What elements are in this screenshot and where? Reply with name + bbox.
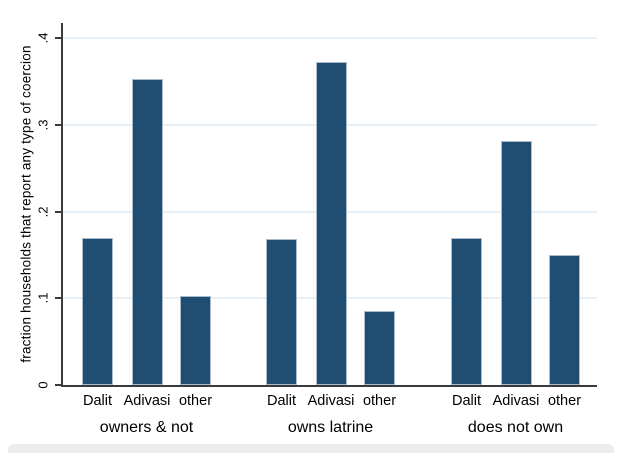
category-label: other <box>362 393 397 409</box>
y-tick-label: .4 <box>35 32 51 44</box>
bar-group1-adivasi <box>131 79 163 385</box>
bar-group2-dalit <box>266 239 297 385</box>
category-label: Dalit <box>82 393 113 409</box>
bar-group3-dalit <box>451 238 482 385</box>
category-label: Adivasi <box>492 393 540 409</box>
group-label: does not own <box>467 419 564 436</box>
y-tick-mark <box>55 123 63 126</box>
category-label: other <box>547 393 582 409</box>
y-tick-mark <box>55 384 63 386</box>
bottom-edge-strip <box>8 444 614 453</box>
bar-group3-adivasi <box>500 141 532 385</box>
bar-group2-other <box>364 311 395 385</box>
y-tick-mark <box>55 37 63 40</box>
category-label: Adivasi <box>123 393 171 409</box>
category-label: other <box>178 393 213 409</box>
group-label: owners & not <box>99 419 194 436</box>
category-label: Adivasi <box>307 393 355 409</box>
category-label: Dalit <box>266 393 297 409</box>
y-tick-mark <box>55 297 63 300</box>
bar-group1-other <box>180 296 211 385</box>
y-gridline <box>63 37 597 40</box>
bar-group1-dalit <box>82 238 113 385</box>
bar-group3-other <box>549 255 580 385</box>
y-tick-label: .3 <box>35 119 51 131</box>
y-axis-line <box>61 23 63 387</box>
bar-group2-adivasi <box>315 62 347 385</box>
y-tick-label: 0 <box>35 381 51 389</box>
y-axis-title: fraction households that report any type… <box>18 45 34 363</box>
y-tick-label: .1 <box>35 292 51 304</box>
group-label: owns latrine <box>287 419 374 436</box>
x-axis-line <box>61 385 597 387</box>
category-label: Dalit <box>451 393 482 409</box>
y-tick-label: .2 <box>35 206 51 218</box>
y-tick-mark <box>55 210 63 213</box>
